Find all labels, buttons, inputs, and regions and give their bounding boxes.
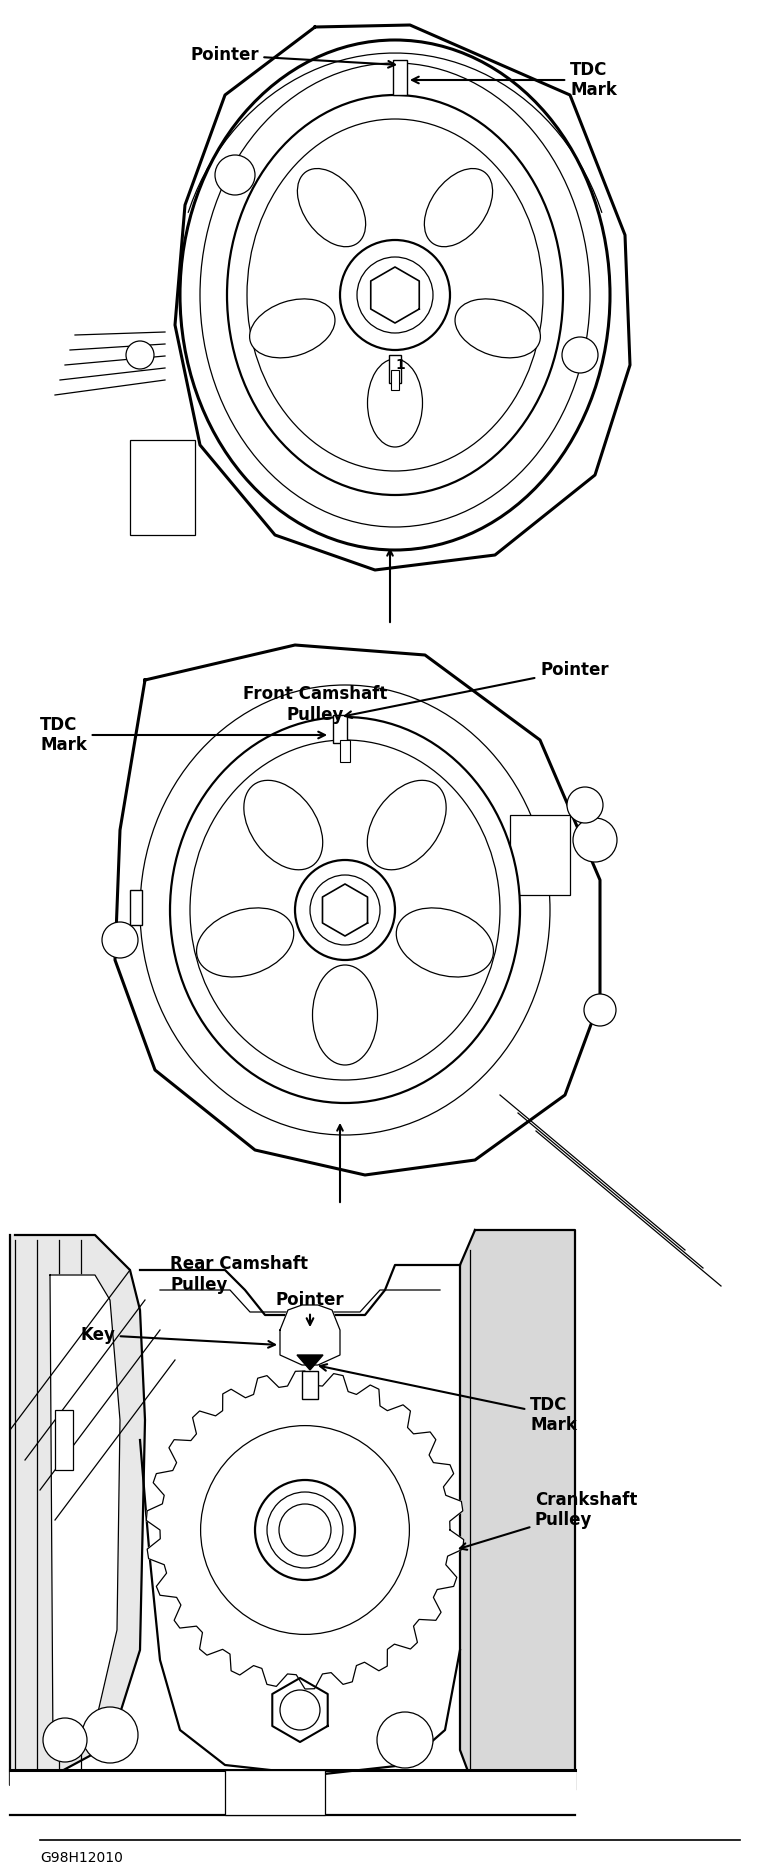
Ellipse shape	[196, 907, 294, 977]
Ellipse shape	[425, 168, 493, 247]
Circle shape	[562, 337, 598, 372]
Circle shape	[573, 818, 617, 863]
Bar	[225, 1770, 325, 1815]
Bar	[302, 1371, 318, 1400]
Ellipse shape	[313, 965, 378, 1065]
Circle shape	[584, 994, 616, 1025]
Ellipse shape	[200, 64, 590, 528]
Ellipse shape	[244, 780, 323, 870]
Ellipse shape	[140, 685, 550, 1136]
Bar	[391, 370, 399, 389]
Polygon shape	[50, 1274, 120, 1749]
Polygon shape	[460, 1229, 575, 1791]
Circle shape	[255, 1480, 355, 1579]
Text: Pointer: Pointer	[276, 1291, 344, 1325]
Text: Crankshaft
Pulley: Crankshaft Pulley	[460, 1491, 637, 1549]
Bar	[340, 741, 350, 761]
Circle shape	[567, 788, 603, 823]
Polygon shape	[146, 1371, 464, 1690]
Polygon shape	[280, 1304, 340, 1366]
Text: Pointer: Pointer	[345, 660, 608, 718]
Circle shape	[280, 1690, 320, 1731]
Ellipse shape	[297, 168, 366, 247]
Ellipse shape	[190, 741, 500, 1080]
Circle shape	[295, 861, 395, 960]
Circle shape	[377, 1712, 433, 1768]
Circle shape	[279, 1504, 331, 1557]
Circle shape	[310, 876, 380, 945]
Circle shape	[215, 155, 255, 195]
Text: TDC
Mark: TDC Mark	[40, 715, 325, 754]
Ellipse shape	[455, 299, 540, 357]
Text: TDC
Mark: TDC Mark	[320, 1364, 577, 1435]
Bar	[393, 60, 407, 95]
Polygon shape	[297, 1355, 323, 1370]
Polygon shape	[10, 1770, 575, 1815]
Bar	[130, 440, 195, 535]
Circle shape	[340, 239, 450, 350]
Bar	[510, 816, 570, 894]
Bar	[389, 355, 401, 384]
Ellipse shape	[180, 39, 610, 550]
Ellipse shape	[368, 359, 422, 447]
Bar	[130, 891, 142, 924]
Circle shape	[102, 922, 138, 958]
Text: TDC
Mark: TDC Mark	[412, 60, 617, 99]
Polygon shape	[115, 645, 600, 1175]
Circle shape	[201, 1426, 410, 1635]
Ellipse shape	[247, 120, 543, 471]
Bar	[55, 1411, 73, 1471]
Text: 1: 1	[395, 357, 405, 372]
Polygon shape	[10, 1235, 145, 1785]
Circle shape	[126, 341, 154, 369]
Ellipse shape	[368, 780, 447, 870]
Circle shape	[267, 1491, 343, 1568]
Text: Rear Camshaft
Pulley: Rear Camshaft Pulley	[170, 1255, 308, 1295]
Text: Key: Key	[80, 1327, 275, 1347]
Circle shape	[43, 1718, 87, 1762]
Ellipse shape	[396, 907, 493, 977]
Ellipse shape	[227, 95, 563, 496]
Circle shape	[357, 256, 433, 333]
Ellipse shape	[170, 717, 520, 1104]
Text: G98H12010: G98H12010	[40, 1850, 123, 1865]
Circle shape	[82, 1706, 138, 1762]
Bar	[333, 715, 347, 743]
Text: Front Camshaft
Pulley: Front Camshaft Pulley	[243, 685, 387, 724]
Text: Pointer: Pointer	[190, 47, 395, 67]
Ellipse shape	[249, 299, 335, 357]
